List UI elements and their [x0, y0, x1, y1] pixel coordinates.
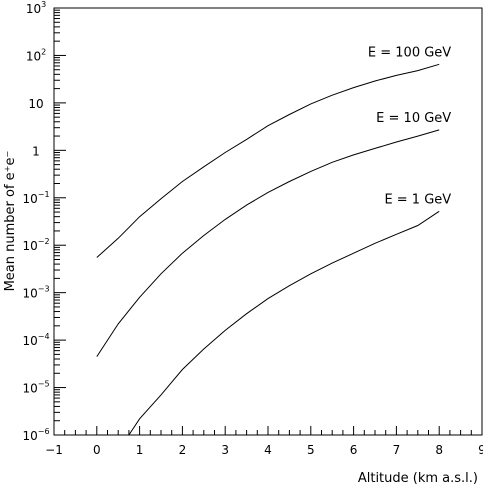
- series-labels: E = 100 GeV E = 10 GeV E = 1 GeV: [368, 45, 451, 207]
- x-tick-label: 0: [93, 443, 101, 457]
- x-tick-label: 9: [478, 443, 483, 457]
- y-tick-label: 10−6: [22, 427, 49, 443]
- y-tick-label: 10−4: [22, 332, 49, 348]
- series-curve: [96, 129, 440, 357]
- x-axis: −1 0 1 2 3 4 5 6 7 8 9: [45, 426, 483, 457]
- x-tick-label: 6: [350, 443, 358, 457]
- y-tick-label: 10−3: [22, 285, 49, 301]
- x-tick-label: 8: [435, 443, 443, 457]
- series-curve: [128, 210, 440, 436]
- x-tick-label: 5: [307, 443, 315, 457]
- x-tick-label: −1: [45, 443, 63, 457]
- y-tick-label: 10−5: [22, 380, 49, 396]
- y-axis: 10−6 10−5 10−4 10−3 10−2 10−1 1 10 102 103: [22, 0, 66, 443]
- y-tick-label: 1: [32, 144, 40, 158]
- x-tick-label: 2: [179, 443, 187, 457]
- y-tick-label: 10−1: [22, 190, 49, 206]
- series-label: E = 1 GeV: [384, 192, 451, 207]
- x-tick-label: 3: [221, 443, 229, 457]
- curves: [96, 63, 440, 436]
- x-tick-label: 4: [264, 443, 272, 457]
- y-tick-label: 10−2: [22, 237, 49, 253]
- series-label: E = 100 GeV: [368, 45, 451, 60]
- y-tick-label: 102: [26, 47, 46, 63]
- y-tick-label: 10: [28, 97, 43, 111]
- y-axis-label: Mean number of e⁺e⁻: [3, 151, 18, 292]
- x-axis-label: Altitude (km a.s.l.): [358, 471, 478, 486]
- x-tick-label: 7: [393, 443, 401, 457]
- series-label: E = 10 GeV: [376, 111, 451, 126]
- series-curve: [96, 63, 440, 258]
- y-tick-label: 103: [26, 0, 46, 16]
- x-tick-label: 1: [136, 443, 144, 457]
- plot-frame: [53, 7, 483, 436]
